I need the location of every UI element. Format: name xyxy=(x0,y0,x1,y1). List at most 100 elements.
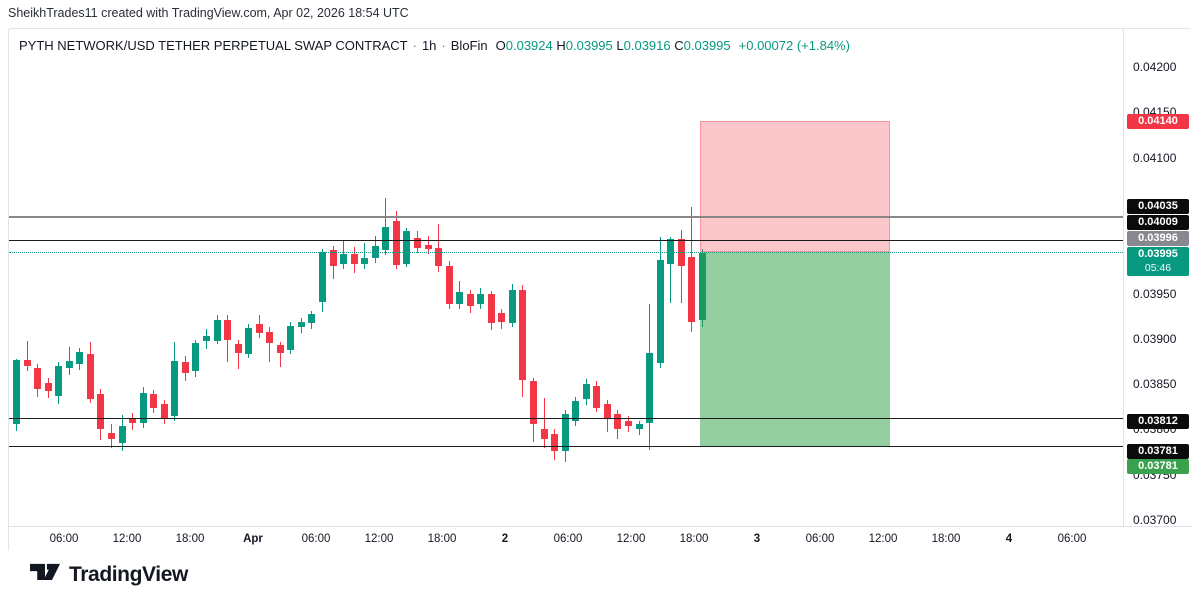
price-tick-label: 0.03900 xyxy=(1133,331,1177,346)
candle xyxy=(624,421,632,426)
high-value: 0.03995 xyxy=(565,38,613,53)
candle xyxy=(118,425,126,443)
candle xyxy=(150,394,158,408)
candle xyxy=(255,324,263,334)
price-chart-plot[interactable] xyxy=(9,29,1123,526)
candle xyxy=(245,327,253,355)
time-tick-label: 3 xyxy=(753,533,761,545)
candle xyxy=(551,433,559,452)
time-tick-label: 06:00 xyxy=(301,533,331,545)
candle xyxy=(392,221,400,265)
candle xyxy=(13,359,20,424)
time-tick-label: 18:00 xyxy=(427,533,457,545)
candle xyxy=(646,353,653,424)
candle xyxy=(97,394,105,430)
price-tick-label: 0.04100 xyxy=(1133,150,1177,165)
candle xyxy=(466,294,474,307)
legend-separator: · xyxy=(412,38,417,53)
candle xyxy=(603,404,611,419)
price-badge: 0.03781 xyxy=(1127,443,1189,459)
candle xyxy=(667,239,675,264)
time-tick-label: 18:00 xyxy=(175,533,205,545)
horizontal-level-line[interactable] xyxy=(9,418,1123,419)
close-label: C xyxy=(674,38,684,53)
candle xyxy=(456,291,464,305)
change-value: +0.00072 (+1.84%) xyxy=(738,38,850,53)
candle xyxy=(424,244,432,250)
candle xyxy=(361,258,369,265)
price-badge: 0.03812 xyxy=(1127,413,1189,429)
candle xyxy=(224,319,231,340)
candle xyxy=(55,366,63,396)
current-price-line[interactable] xyxy=(9,252,1123,254)
bar-countdown: 05:46 xyxy=(1144,262,1172,274)
time-axis[interactable]: 06:00 12:00 18:00 Apr 06:00 12:00 18:00 2 06:00 1… xyxy=(9,526,1192,552)
candle xyxy=(572,401,580,422)
candle xyxy=(171,360,179,416)
candle xyxy=(593,385,601,408)
candle xyxy=(139,393,147,424)
symbol-title[interactable]: PYTH NETWORK/USD TETHER PERPETUAL SWAP C… xyxy=(19,38,408,53)
time-tick-label: 06:00 xyxy=(49,533,79,545)
candle xyxy=(266,331,274,344)
candle xyxy=(340,253,348,264)
price-tick-label: 0.03700 xyxy=(1133,513,1177,527)
position-stop-zone[interactable] xyxy=(700,121,890,252)
candle xyxy=(498,313,506,323)
time-tick-label: 06:00 xyxy=(1057,533,1087,545)
tradingview-logo[interactable]: TradingView xyxy=(30,563,188,587)
horizontal-level-line[interactable] xyxy=(9,446,1123,448)
time-tick-label: 12:00 xyxy=(868,533,898,545)
price-badge: 0.04140 xyxy=(1127,113,1189,129)
candle-wick xyxy=(385,198,387,255)
candle-wick xyxy=(269,327,271,363)
candle xyxy=(76,351,84,365)
open-value: 0.03924 xyxy=(505,38,553,53)
price-tick-label: 0.04200 xyxy=(1133,60,1177,74)
candle xyxy=(192,343,200,372)
time-tick-label: 06:00 xyxy=(553,533,583,545)
close-value: 0.03995 xyxy=(683,38,731,53)
candle xyxy=(287,326,295,350)
time-tick-label: 4 xyxy=(1005,533,1013,545)
position-profit-zone[interactable] xyxy=(700,251,890,447)
candle-wick xyxy=(438,223,439,272)
candle xyxy=(23,359,31,366)
horizontal-level-line[interactable] xyxy=(9,215,1123,218)
candle-wick xyxy=(543,397,545,449)
horizontal-level-line[interactable] xyxy=(9,239,1123,241)
candle xyxy=(65,360,73,368)
candle-wick xyxy=(427,235,429,254)
candle xyxy=(688,257,696,322)
candle xyxy=(86,354,94,399)
candle-wick xyxy=(680,230,682,303)
time-tick-label: 2 xyxy=(501,533,509,545)
candle-wick xyxy=(237,339,239,369)
candle xyxy=(382,226,390,251)
time-tick-label: 18:00 xyxy=(679,533,709,545)
candle xyxy=(487,294,495,324)
candle xyxy=(403,231,411,264)
time-tick-label: 18:00 xyxy=(931,533,961,545)
candle xyxy=(371,245,379,259)
candle xyxy=(297,321,305,327)
time-tick-label: 12:00 xyxy=(112,533,142,545)
candle xyxy=(202,336,210,342)
time-tick-label: 12:00 xyxy=(364,533,394,545)
candle xyxy=(561,414,569,452)
price-tick-label: 0.03850 xyxy=(1133,377,1177,392)
candle xyxy=(129,418,137,423)
interval-label[interactable]: 1h xyxy=(421,38,437,53)
price-badge: 0.04035 xyxy=(1127,198,1189,214)
tradingview-logo-icon xyxy=(30,563,60,580)
candle xyxy=(319,251,326,303)
low-value: 0.03916 xyxy=(623,38,671,53)
candle xyxy=(329,250,337,267)
chart-legend[interactable]: PYTH NETWORK/USD TETHER PERPETUAL SWAP C… xyxy=(19,38,850,53)
candle xyxy=(234,344,242,354)
price-axis[interactable]: 0.04200 0.04150 0.04100 0.03950 0.03900 0.038… xyxy=(1123,29,1192,527)
candle xyxy=(540,428,548,439)
candle-wick xyxy=(26,340,28,372)
candle xyxy=(308,314,316,324)
